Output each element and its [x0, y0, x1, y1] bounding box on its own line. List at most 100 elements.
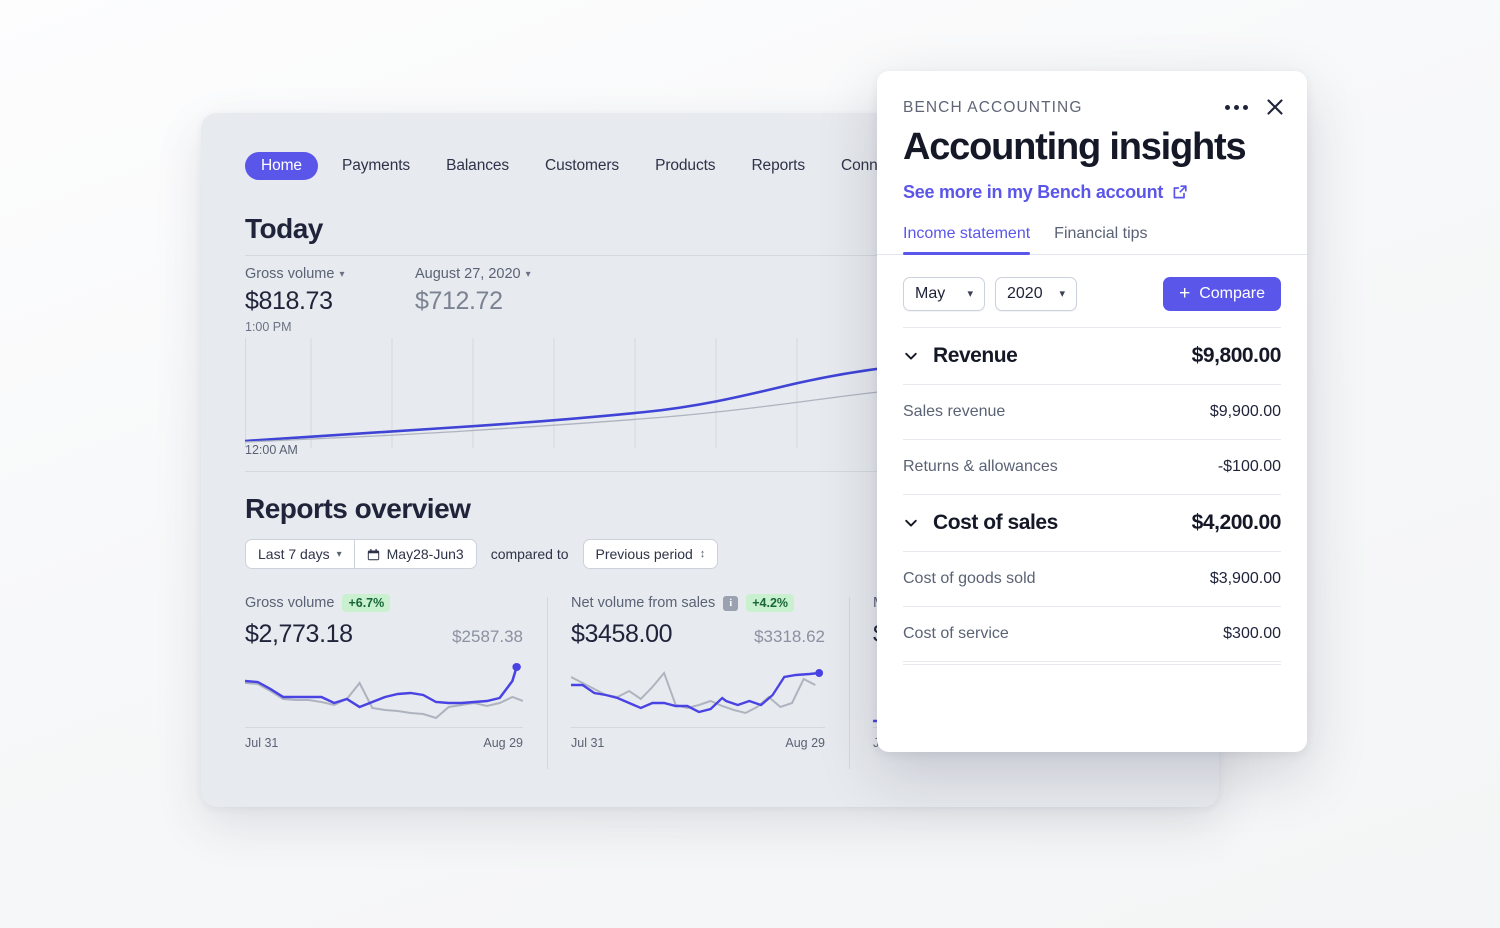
sparkline-axis-end: Aug 29: [483, 736, 523, 750]
info-icon[interactable]: i: [723, 595, 739, 611]
month-select-value: May: [915, 284, 946, 302]
comparison-period-select[interactable]: Previous period ↕: [582, 539, 719, 569]
card-previous-value: $3318.62: [754, 627, 825, 646]
today-series-line: [245, 357, 987, 443]
statement-item-returns-allowances[interactable]: Returns & allowances -$100.00: [903, 438, 1281, 494]
date-picker-label: May28-Jun3: [386, 546, 464, 562]
sparkline-gross-volume: [245, 663, 523, 720]
gross-volume-time: 1:00 PM: [245, 320, 292, 334]
card-divider: [849, 597, 850, 769]
statement-item-cost-of-service[interactable]: Cost of service $300.00: [903, 605, 1281, 661]
reports-overview-heading: Reports overview: [245, 493, 471, 524]
compare-button-label: Compare: [1199, 284, 1265, 302]
gross-volume-label-row[interactable]: Gross volume ▾: [245, 266, 415, 282]
compared-to-label: compared to: [490, 546, 569, 562]
nav-item-customers[interactable]: Customers: [527, 152, 637, 180]
today-metrics: Gross volume ▾ $818.73 1:00 PM August 27,…: [245, 266, 585, 334]
nav-item-label: Balances: [446, 157, 510, 174]
nav-item-products[interactable]: Products: [637, 152, 733, 180]
nav-item-label: Products: [655, 157, 716, 174]
year-select[interactable]: 2020 ▾: [995, 276, 1077, 311]
panel-controls: May ▾ 2020 ▾ + Compare: [877, 255, 1307, 311]
sparkline-endpoint-dot: [815, 669, 824, 677]
statement-item-amount: -$100.00: [1217, 457, 1281, 475]
chart-axis-start: 12:00 AM: [245, 443, 298, 457]
statement-item-sales-revenue[interactable]: Sales revenue $9,900.00: [903, 383, 1281, 439]
chevron-down-icon: ▾: [1059, 288, 1065, 301]
chevron-down-icon: ▾: [339, 269, 345, 280]
statement-group-cost-of-sales[interactable]: Cost of sales $4,200.00: [903, 493, 1282, 551]
statement-group-amount: $4,200.00: [1191, 510, 1282, 534]
statement-item-amount: $300.00: [1223, 624, 1281, 642]
comparison-date-label: August 27, 2020: [415, 266, 521, 282]
divider: [245, 255, 1219, 256]
gross-volume-label: Gross volume: [245, 266, 335, 282]
tab-income-statement[interactable]: Income statement: [903, 224, 1031, 255]
nav-item-payments[interactable]: Payments: [324, 152, 428, 180]
chevron-down-icon: [905, 519, 917, 527]
chevron-down-icon: ▾: [336, 548, 342, 560]
card-header: Gross volume +6.7%: [245, 593, 523, 613]
statement-group-amount: $9,800.00: [1191, 343, 1282, 367]
statement-item-name: Cost of service: [903, 624, 1009, 642]
panel-header: BENCH ACCOUNTING Accounting insights See…: [877, 71, 1307, 203]
statement-group-left: Cost of sales: [903, 511, 1058, 535]
comparison-date-row[interactable]: August 27, 2020 ▾: [415, 266, 585, 282]
see-more-link[interactable]: See more in my Bench account: [903, 182, 1188, 203]
nav-item-label: Reports: [751, 157, 806, 174]
divider: [245, 471, 1219, 472]
accounting-insights-panel: BENCH ACCOUNTING Accounting insights See…: [877, 71, 1307, 752]
divider: [903, 663, 1281, 665]
report-card-net-volume: Net volume from sales i +4.2% $3458.00 $…: [547, 593, 849, 793]
statement-item-cost-of-goods-sold[interactable]: Cost of goods sold $3,900.00: [903, 550, 1281, 606]
statement-item-name: Returns & allowances: [903, 457, 1058, 475]
card-header: Net volume from sales i +4.2%: [571, 593, 825, 613]
compare-button[interactable]: + Compare: [1163, 276, 1281, 311]
card-divider: [547, 597, 548, 769]
sparkline-axis: Jul 31 Aug 29: [245, 736, 523, 750]
statement-group-revenue[interactable]: Revenue $9,800.00: [903, 326, 1282, 384]
sparkline-baseline: [571, 727, 825, 728]
sparkline-axis-end: Aug 29: [785, 736, 825, 750]
tab-label: Income statement: [903, 224, 1031, 242]
comparison-value: $712.72: [415, 287, 503, 315]
close-icon[interactable]: [1265, 97, 1285, 117]
today-heading: Today: [245, 213, 323, 244]
report-card-gross-volume: Gross volume +6.7% $2,773.18 $2587.38 Ju…: [245, 593, 547, 793]
month-select[interactable]: May ▾: [903, 276, 985, 311]
panel-tabs: Income statement Financial tips: [877, 225, 1307, 255]
comparison-period-label: Previous period: [595, 546, 693, 562]
external-link-icon: [1173, 185, 1187, 199]
comparison-metric: August 27, 2020 ▾ $712.72: [415, 266, 585, 334]
statement-group-name: Revenue: [933, 343, 1018, 367]
status-badge: +6.7%: [342, 593, 391, 613]
chevron-updown-icon: ↕: [699, 547, 706, 560]
nav-item-balances[interactable]: Balances: [428, 152, 527, 180]
statement-item-amount: $3,900.00: [1209, 569, 1281, 587]
calendar-icon: [367, 548, 379, 560]
gross-volume-metric: Gross volume ▾ $818.73 1:00 PM: [245, 266, 415, 334]
divider: [903, 660, 1281, 664]
date-range-select[interactable]: Last 7 days ▾: [245, 539, 355, 569]
nav-item-label: Payments: [341, 157, 411, 174]
nav-item-home[interactable]: Home: [245, 152, 318, 180]
nav-item-reports[interactable]: Reports: [733, 152, 823, 180]
nav-item-label: Home: [261, 157, 302, 174]
sparkline-axis-start: Jul 31: [245, 736, 279, 750]
gross-volume-value: $818.73: [245, 287, 333, 315]
sparkline-axis: Jul 31 Aug 29: [571, 736, 825, 750]
sparkline-baseline: [245, 727, 523, 728]
card-values: $3458.00 $3318.62: [571, 620, 825, 649]
statement-group-name: Cost of sales: [933, 510, 1058, 534]
tab-financial-tips[interactable]: Financial tips: [1054, 225, 1147, 254]
chevron-down-icon: ▾: [967, 288, 973, 301]
more-options-icon[interactable]: [1225, 104, 1248, 110]
sparkline-endpoint-dot: [512, 663, 521, 671]
card-values: $2,773.18 $2587.38: [245, 620, 523, 649]
panel-eyebrow: BENCH ACCOUNTING: [903, 99, 1083, 116]
card-label: Net volume from sales: [571, 595, 716, 611]
date-picker-button[interactable]: May28-Jun3: [354, 539, 477, 569]
card-value: $2,773.18: [245, 620, 353, 648]
status-badge: +4.2%: [746, 593, 795, 613]
